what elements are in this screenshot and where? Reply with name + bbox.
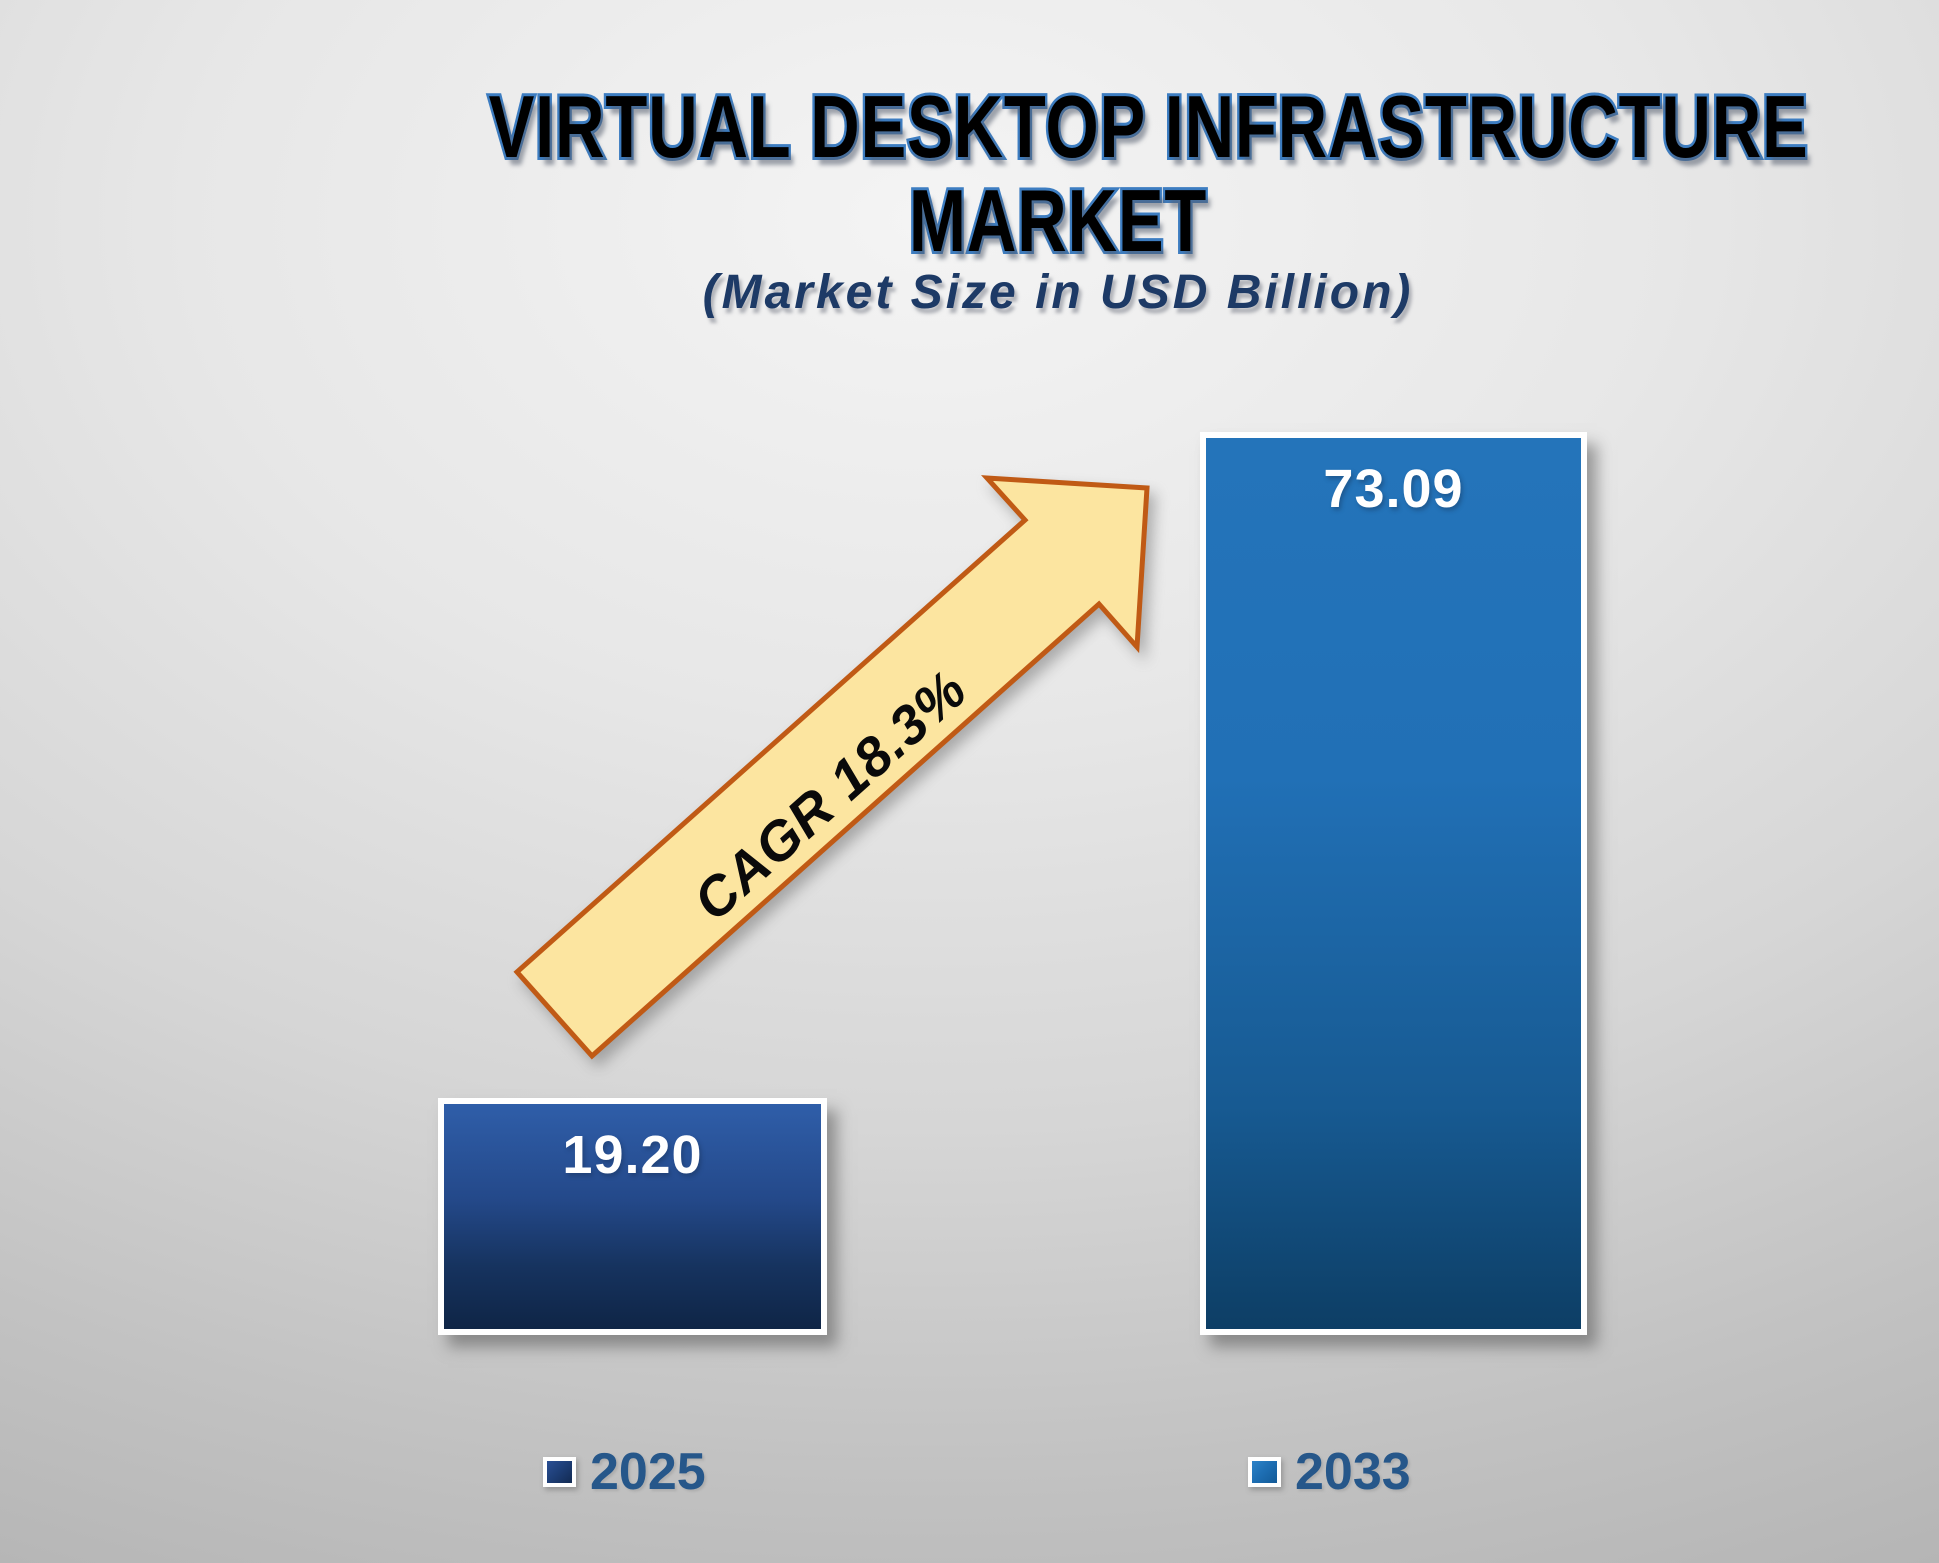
growth-arrow-shape bbox=[513, 475, 1150, 1060]
chart-title-block: VIRTUAL DESKTOP INFRASTRUCTURE MARKET (M… bbox=[328, 77, 1810, 322]
chart-title-line2: MARKET bbox=[907, 171, 1209, 271]
legend-item-2033: 2033 bbox=[1248, 1446, 1411, 1498]
bar-2033-value-label: 73.09 bbox=[1323, 458, 1464, 519]
chart-subtitle: (Market Size in USD Billion) bbox=[702, 266, 1414, 319]
bar-2033: 73.09 bbox=[1200, 431, 1587, 1335]
legend-label-2025: 2025 bbox=[590, 1443, 706, 1501]
legend-label-2033: 2033 bbox=[1295, 1443, 1411, 1501]
legend-swatch-2025-icon bbox=[543, 1457, 576, 1487]
bar-2025: 19.20 bbox=[438, 1097, 827, 1335]
bar-2025-value-label: 19.20 bbox=[562, 1124, 703, 1185]
legend-swatch-2033-icon bbox=[1248, 1457, 1281, 1487]
legend-item-2025: 2025 bbox=[543, 1446, 706, 1498]
chart-title-line1: VIRTUAL DESKTOP INFRASTRUCTURE bbox=[486, 77, 1810, 177]
